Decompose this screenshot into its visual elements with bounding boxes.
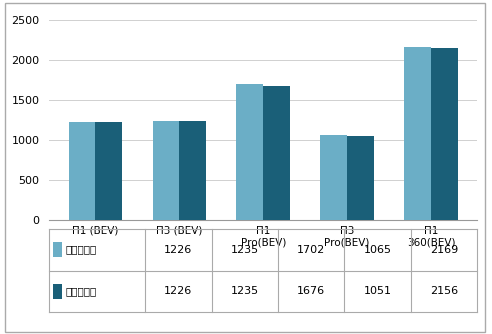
Bar xyxy=(180,122,206,220)
Text: 1235: 1235 xyxy=(231,245,259,255)
Bar xyxy=(263,86,290,220)
Text: 1702: 1702 xyxy=(297,245,325,255)
Bar xyxy=(404,46,431,220)
Text: 2156: 2156 xyxy=(430,287,458,296)
Text: 产量（辆）: 产量（辆） xyxy=(65,245,97,255)
Bar xyxy=(347,136,374,220)
Text: 1065: 1065 xyxy=(364,245,392,255)
Text: 1235: 1235 xyxy=(231,287,259,296)
Bar xyxy=(431,48,458,220)
Text: 1676: 1676 xyxy=(297,287,325,296)
Bar xyxy=(95,122,123,220)
Text: 销量（辆）: 销量（辆） xyxy=(65,287,97,296)
Bar xyxy=(320,135,347,220)
Bar xyxy=(69,122,95,220)
Text: 2169: 2169 xyxy=(430,245,458,255)
Text: 1226: 1226 xyxy=(164,287,192,296)
Text: 1051: 1051 xyxy=(364,287,392,296)
Bar xyxy=(153,122,180,220)
Bar xyxy=(236,84,263,220)
Text: 1226: 1226 xyxy=(164,245,192,255)
